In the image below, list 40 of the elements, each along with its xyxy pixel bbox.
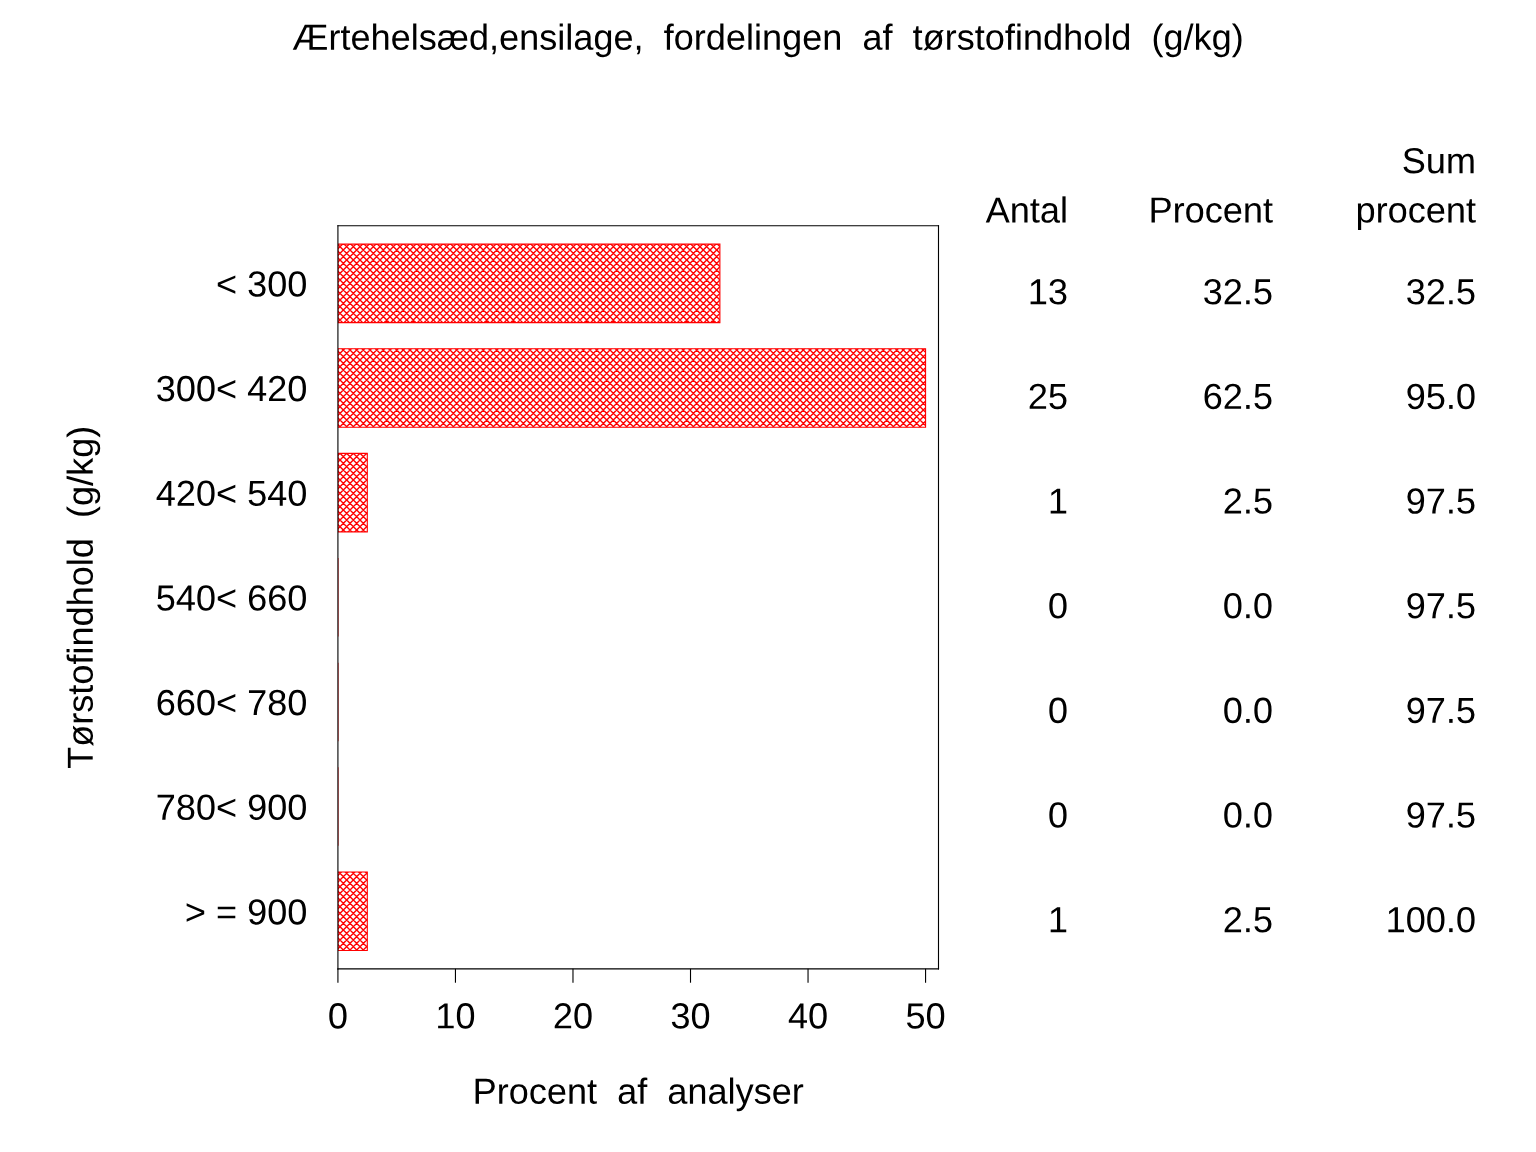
y-tick-label: 540< 660	[157, 585, 306, 611]
text: 100.0	[1388, 906, 1475, 933]
x-tick-label: 40	[788, 1003, 827, 1029]
text: 97.5	[1407, 697, 1475, 724]
y-tick-label: 780< 900	[157, 794, 306, 821]
text: 0	[1049, 592, 1067, 619]
y-tick-label: 660< 780	[157, 689, 306, 716]
text: 0.0	[1224, 697, 1272, 724]
text: 32.5	[1204, 278, 1272, 305]
text: 0	[1049, 697, 1067, 724]
text: 13	[1030, 278, 1067, 305]
text: 97.5	[1407, 592, 1475, 619]
text: 0.0	[1224, 592, 1272, 619]
text: 2.5	[1224, 906, 1272, 933]
text: 32.5	[1407, 278, 1475, 305]
chart-title: Ærtehelsæd,ensilage, fordelingen af tørstofindhold (g/kg)	[292, 23, 1242, 58]
text: 2.5	[1224, 488, 1272, 514]
y-axis-title: Tørstofindhold (g/kg)	[66, 427, 101, 769]
x-tick-label: 10	[438, 1003, 475, 1029]
y-tick-label: < 300	[217, 271, 306, 297]
text: 62.5	[1204, 383, 1272, 410]
text: 1	[1050, 907, 1067, 933]
text: 25	[1029, 383, 1067, 410]
text: 1	[1050, 488, 1067, 514]
text: 0.0	[1224, 802, 1272, 828]
text: 97.5	[1407, 488, 1475, 514]
text: 97.5	[1407, 802, 1475, 828]
text: Antal	[985, 196, 1066, 223]
text: Procent	[1151, 197, 1273, 223]
y-tick-label: 300< 420	[157, 375, 306, 402]
y-tick-label: > = 900	[186, 899, 306, 925]
x-tick-label: 20	[554, 1003, 592, 1029]
text: 95.0	[1407, 383, 1475, 410]
x-tick-label: 30	[671, 1003, 710, 1029]
y-tick-label: 420< 540	[156, 480, 306, 507]
text: 0	[1049, 802, 1067, 828]
text: Sum procent	[1357, 147, 1476, 230]
x-tick-label: 0	[329, 1003, 347, 1029]
x-tick-label: 50	[906, 1003, 945, 1029]
x-axis-title: Procent af analyser	[475, 1077, 804, 1112]
